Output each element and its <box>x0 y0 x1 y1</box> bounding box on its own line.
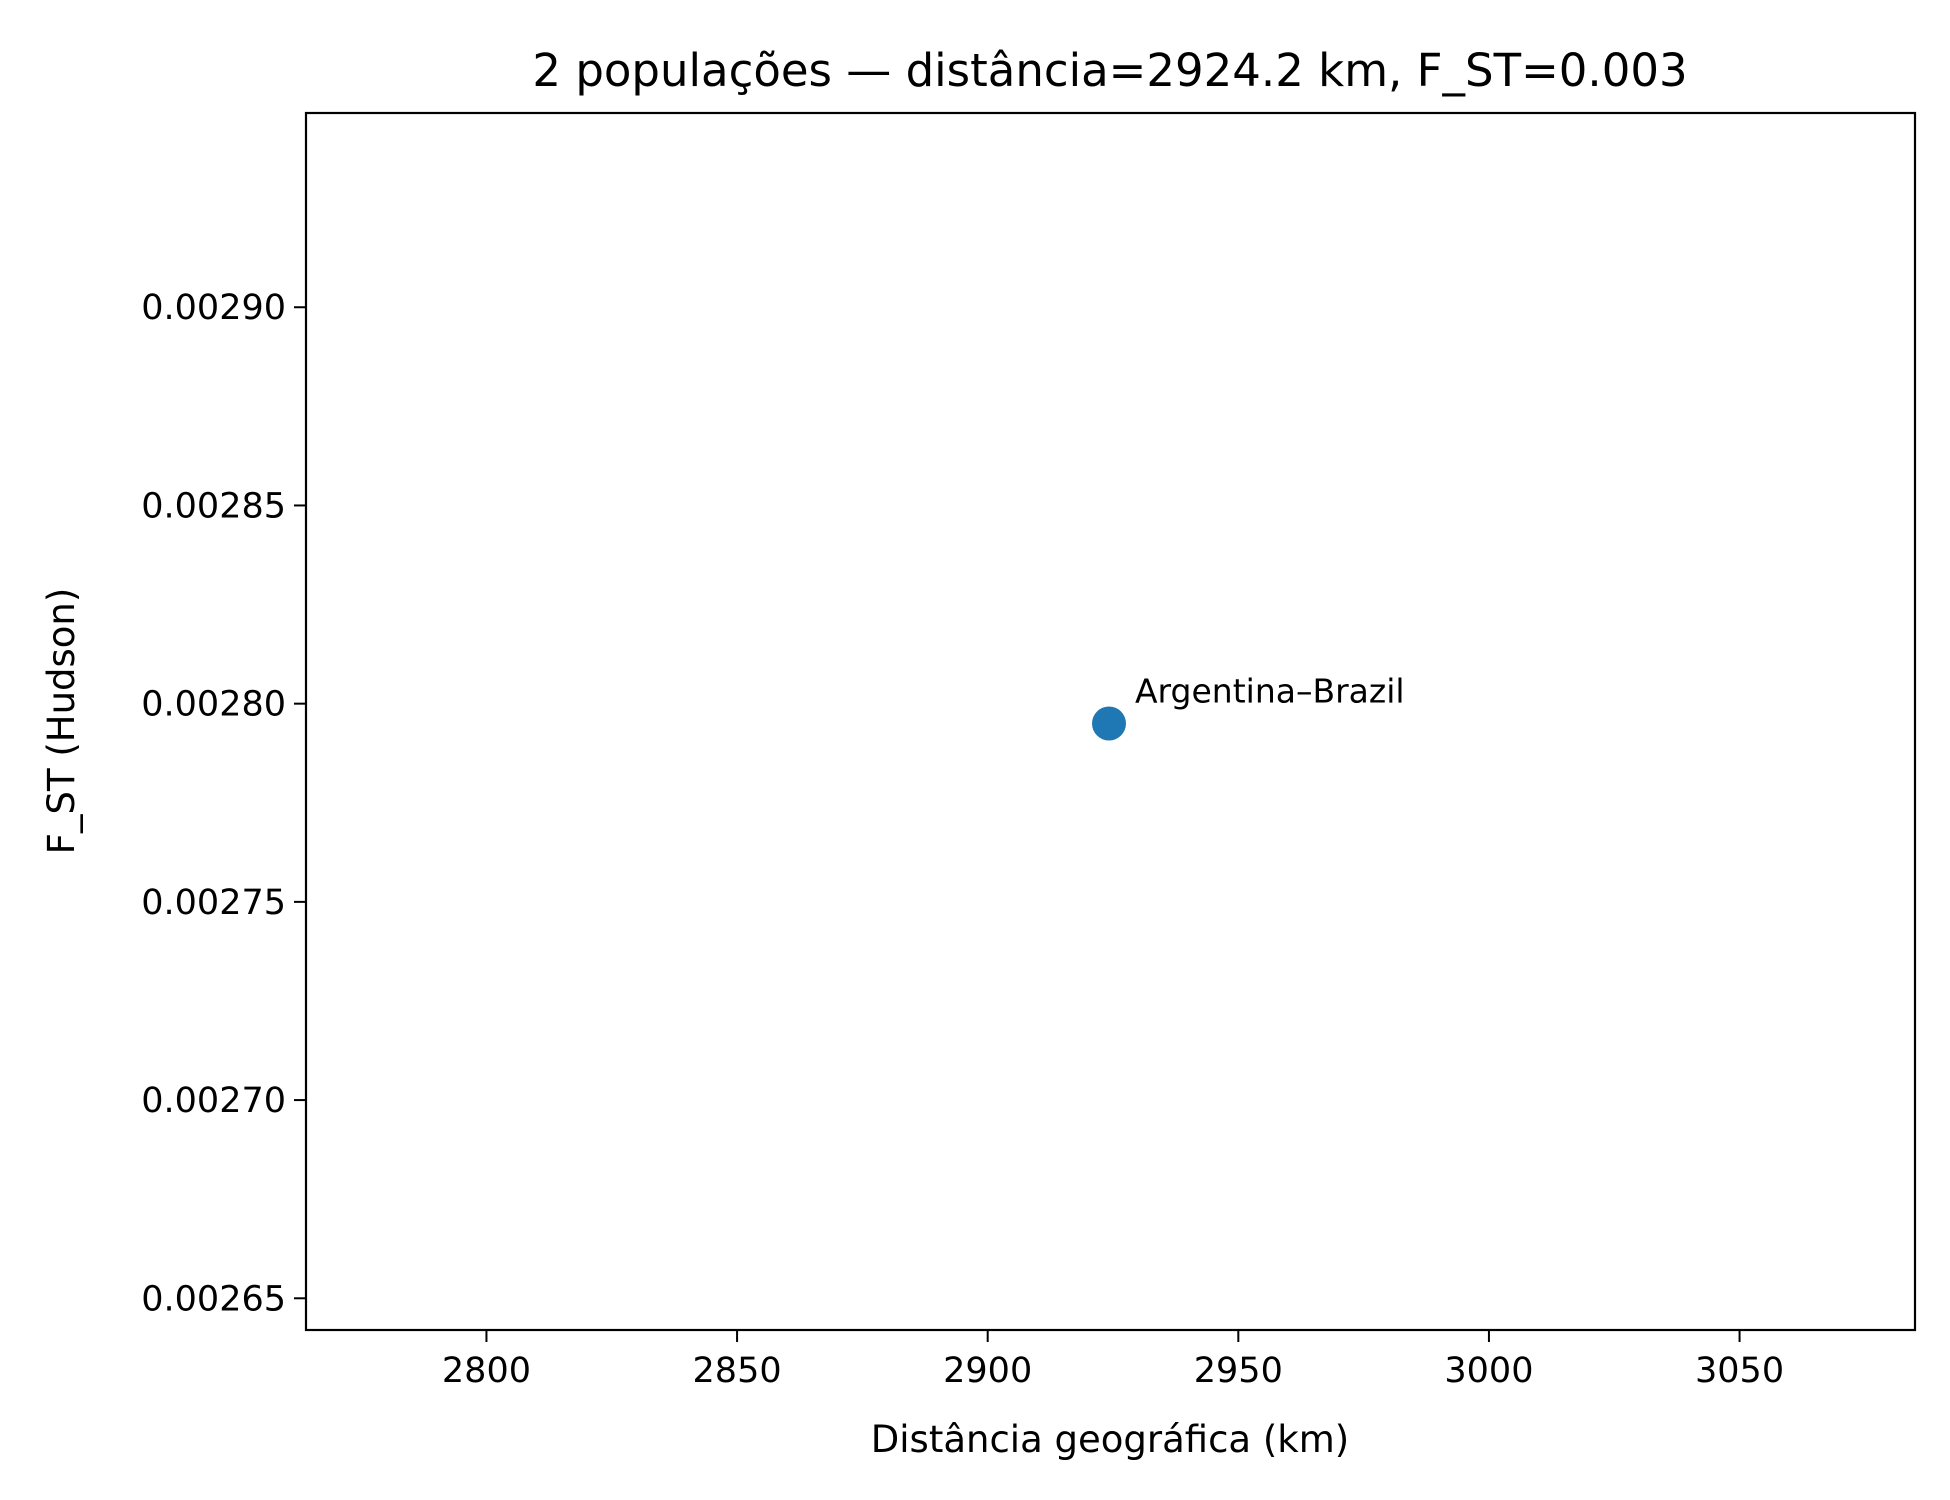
y-tick-label: 0.00275 <box>141 883 286 923</box>
data-points: Argentina–Brazil <box>1091 671 1405 741</box>
x-tick-label: 2850 <box>693 1351 782 1391</box>
y-tick-label: 0.00265 <box>141 1279 286 1319</box>
chart-title: 2 populações — distância=2924.2 km, F_ST… <box>532 44 1687 97</box>
x-tick-label: 3000 <box>1444 1351 1533 1391</box>
x-axis-label: Distância geográfica (km) <box>871 1418 1349 1461</box>
data-point <box>1091 706 1126 741</box>
x-tick-label: 2800 <box>442 1351 531 1391</box>
y-axis-label: F_ST (Hudson) <box>40 588 83 855</box>
x-axis-ticks: 2800 2850 2900 2950 3000 3050 <box>442 1330 1784 1391</box>
x-tick-label: 3050 <box>1695 1351 1784 1391</box>
y-axis-ticks: 0.00265 0.00270 0.00275 0.00280 0.00285 0.002… <box>141 288 306 1319</box>
y-tick-label: 0.00280 <box>141 685 286 725</box>
x-tick-label: 2950 <box>1194 1351 1283 1391</box>
y-tick-label: 0.00285 <box>141 486 286 526</box>
plot-frame <box>304 111 1917 1332</box>
y-tick-label: 0.00290 <box>141 288 286 328</box>
y-tick-label: 0.00270 <box>141 1081 286 1121</box>
x-tick-label: 2900 <box>943 1351 1032 1391</box>
point-label: Argentina–Brazil <box>1135 671 1405 710</box>
